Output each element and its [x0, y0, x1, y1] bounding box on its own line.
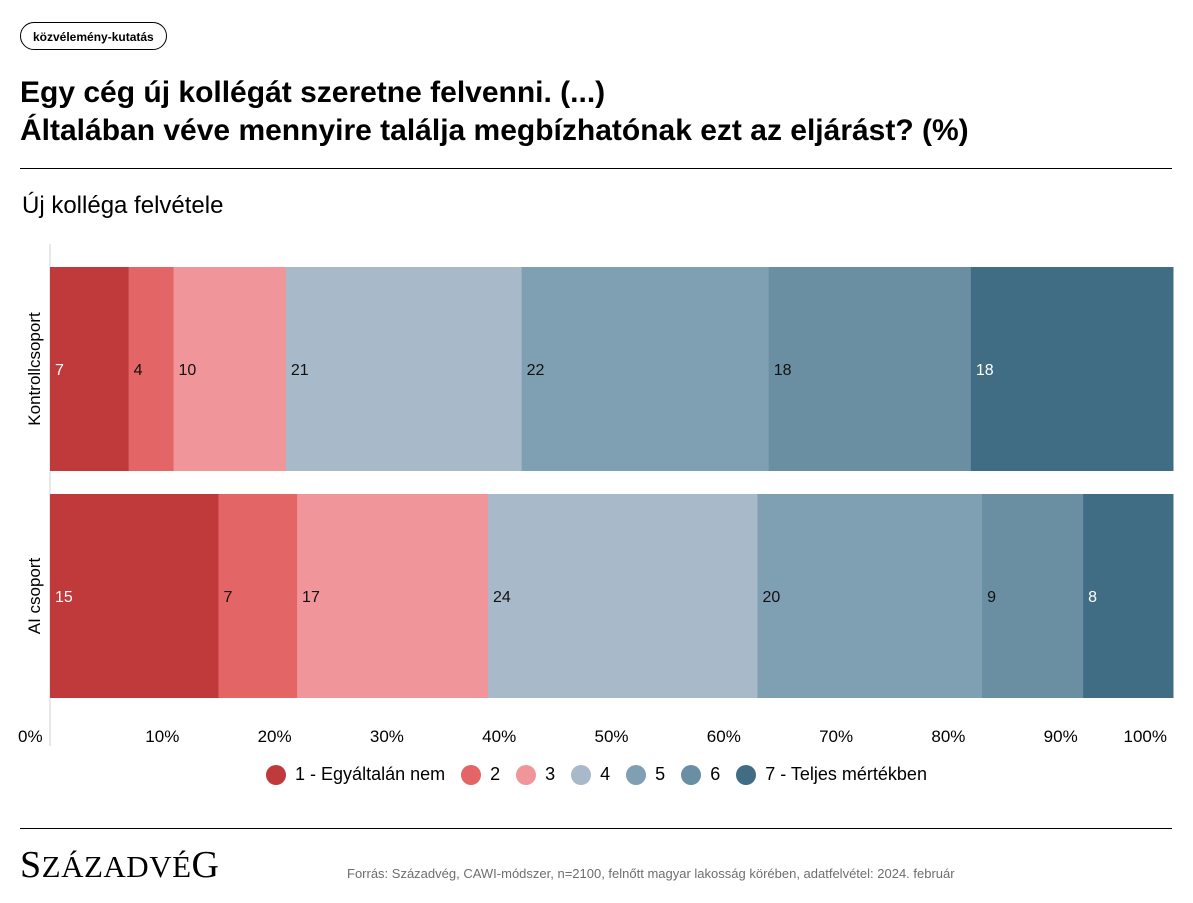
legend-swatch — [626, 764, 647, 785]
x-tick-label: 0% — [18, 727, 43, 746]
bar-segment-2-5 — [757, 494, 983, 698]
legend-swatch — [516, 764, 537, 785]
legend-swatch — [681, 764, 702, 785]
legend-label: 2 — [490, 764, 501, 784]
legend-item: 4 — [571, 764, 610, 785]
bar-segment-1-1 — [50, 267, 130, 471]
title-line-2: Általában véve mennyire találja megbízha… — [20, 114, 969, 147]
page-title: Egy cég új kollégát szeretne felvenni. (… — [20, 74, 1170, 150]
chart-legend: 1 - Egyáltalán nem 2 3 4 5 6 7 - Teljes mérték… — [0, 764, 1193, 785]
x-tick-label: 50% — [594, 727, 628, 746]
data-label: 15 — [55, 589, 73, 606]
data-label: 7 — [223, 589, 232, 606]
x-tick-label: 60% — [707, 727, 741, 746]
legend-swatch — [461, 764, 482, 785]
bar-segment-2-1 — [50, 494, 219, 698]
data-label: 7 — [55, 362, 64, 379]
x-tick-label: 20% — [258, 727, 292, 746]
data-label: 10 — [179, 362, 197, 379]
data-label: 4 — [134, 362, 143, 379]
bar-segment-1-4 — [285, 267, 523, 471]
x-tick-label: 80% — [931, 727, 965, 746]
chart-title: Új kolléga felvétele — [22, 192, 224, 219]
legend-label: 3 — [545, 764, 556, 784]
data-label: 18 — [774, 362, 792, 379]
legend-item: 7 - Teljes mértékben — [736, 764, 927, 785]
top-divider — [20, 168, 1172, 169]
x-tick-label: 90% — [1044, 727, 1078, 746]
data-label: 21 — [291, 362, 309, 379]
stacked-bar-chart: 7 4 10 21 22 18 18 Kontrollcsoport 15 7 17 24 20 9 8 AI… — [18, 244, 1174, 746]
legend-swatch — [571, 764, 592, 785]
data-label: 8 — [1088, 589, 1097, 606]
legend-item: 3 — [516, 764, 555, 785]
bar-segment-1-6 — [768, 267, 972, 471]
data-label: 22 — [527, 362, 545, 379]
x-tick-label: 100% — [1124, 727, 1167, 746]
bar-segment-1-3 — [173, 267, 287, 471]
legend-item: 2 — [461, 764, 500, 785]
legend-label: 7 - Teljes mértékben — [765, 764, 927, 784]
category-label: AI csoport — [25, 557, 44, 634]
legend-label: 5 — [655, 764, 666, 784]
legend-item: 5 — [626, 764, 665, 785]
x-tick-label: 40% — [482, 727, 516, 746]
legend-label: 6 — [710, 764, 721, 784]
category-label: Kontrollcsoport — [25, 312, 44, 426]
x-tick-label: 30% — [370, 727, 404, 746]
bar-segment-1-7 — [970, 267, 1174, 471]
data-label: 18 — [976, 362, 994, 379]
brand-logo: SZÁZADVÉG — [20, 844, 220, 886]
legend-item: 1 - Egyáltalán nem — [266, 764, 445, 785]
bar-segment-2-6 — [982, 494, 1084, 698]
bar-segment-2-3 — [297, 494, 489, 698]
bar-segment-2-4 — [487, 494, 758, 698]
x-tick-label: 70% — [819, 727, 853, 746]
bar-segment-1-5 — [521, 267, 770, 471]
source-note: Forrás: Századvég, CAWI-módszer, n=2100,… — [347, 866, 955, 881]
data-label: 20 — [762, 589, 780, 606]
legend-label: 1 - Egyáltalán nem — [295, 764, 446, 784]
title-line-1: Egy cég új kollégát szeretne felvenni. (… — [20, 76, 606, 109]
legend-item: 6 — [681, 764, 720, 785]
data-label: 24 — [493, 589, 511, 606]
x-tick-label: 10% — [145, 727, 179, 746]
bottom-divider — [20, 828, 1172, 829]
category-badge: közvélemény-kutatás — [20, 22, 167, 50]
legend-swatch — [736, 764, 757, 785]
data-label: 9 — [987, 589, 996, 606]
legend-label: 4 — [600, 764, 611, 784]
legend-swatch — [266, 764, 287, 785]
bar-segment-2-7 — [1083, 494, 1174, 698]
data-label: 17 — [302, 589, 320, 606]
bar-segment-1-2 — [128, 267, 175, 471]
bar-segment-2-2 — [218, 494, 298, 698]
